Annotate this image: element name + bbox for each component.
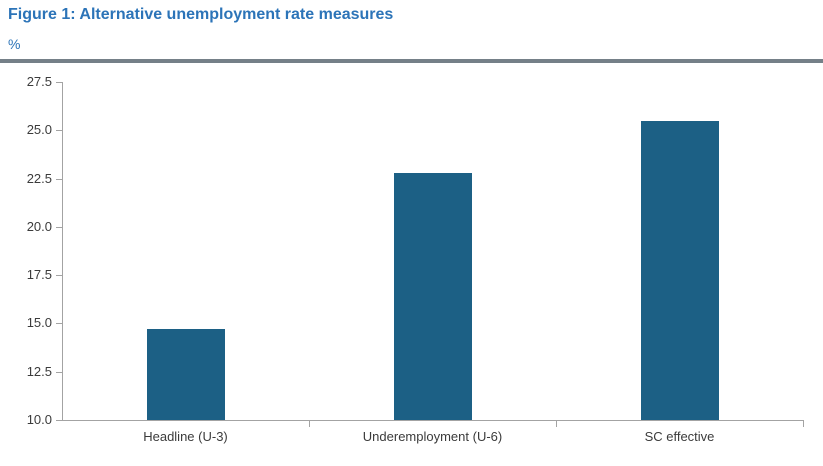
y-axis-tick-label: 15.0 — [26, 315, 52, 331]
y-axis-tick — [56, 275, 62, 277]
y-axis-tick-label: 27.5 — [26, 74, 52, 89]
bar — [640, 120, 719, 420]
bar — [146, 329, 225, 420]
x-axis-tick — [803, 421, 804, 427]
y-axis-tick — [56, 82, 62, 83]
y-axis-tick-label: 10.0 — [26, 412, 52, 427]
x-axis-tick — [309, 421, 310, 427]
y-axis-tick — [56, 420, 62, 421]
y-axis-tick-label: 25.0 — [26, 122, 52, 138]
y-axis-tick-label: 17.5 — [26, 267, 52, 283]
x-axis-tick — [556, 421, 557, 427]
y-axis-tick — [56, 226, 62, 228]
y-axis-unit-label: % — [8, 36, 21, 52]
y-axis-line — [62, 82, 63, 421]
y-axis-tick — [56, 371, 62, 373]
y-axis-tick-label: 20.0 — [26, 218, 52, 234]
y-axis-tick-label: 22.5 — [26, 170, 52, 186]
bar — [393, 172, 472, 420]
figure-title: Figure 1: Alternative unemployment rate … — [8, 6, 394, 23]
x-axis-line — [62, 420, 804, 421]
x-category-label: Underemployment (U-6) — [362, 429, 503, 444]
y-axis-tick — [56, 178, 62, 180]
x-category-label: SC effective — [644, 429, 715, 444]
x-category-label: Headline (U-3) — [143, 429, 228, 444]
header-rule — [0, 59, 823, 63]
y-axis-tick-label: 12.5 — [26, 363, 52, 379]
y-axis-tick — [56, 323, 62, 325]
y-axis-tick — [56, 130, 62, 132]
